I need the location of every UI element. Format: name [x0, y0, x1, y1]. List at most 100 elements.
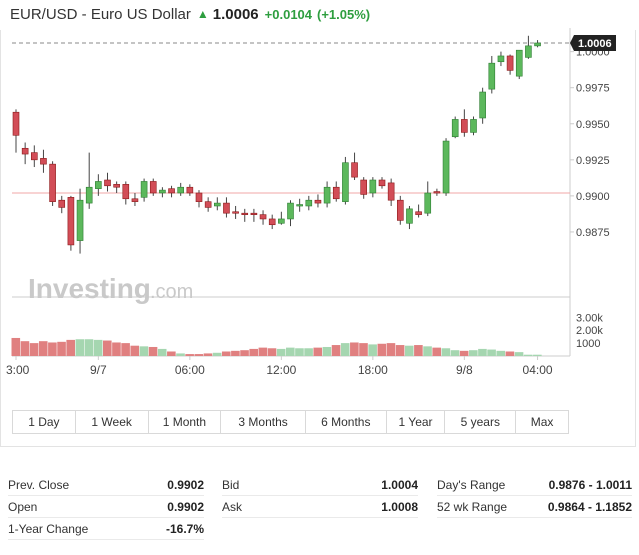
- candle: [95, 174, 102, 196]
- volume-bar: [395, 345, 405, 356]
- candle: [342, 156, 349, 205]
- candle-body: [360, 179, 368, 195]
- price-candles: [12, 35, 541, 254]
- time-tick-label: 12:00: [266, 363, 296, 377]
- candle: [177, 182, 184, 196]
- stat-label: 1-Year Change: [8, 521, 89, 536]
- stat-label: Ask: [222, 499, 243, 514]
- candle-body: [525, 45, 532, 58]
- stat-label: Bid: [222, 477, 240, 492]
- candlestick-chart[interactable]: Investing .com 1.00000.99750.99500.99250.…: [0, 0, 639, 400]
- candle: [305, 195, 313, 211]
- volume-bar: [441, 348, 451, 356]
- last-price-tag-layer: 1.0006: [570, 34, 616, 51]
- candle-body: [415, 211, 422, 215]
- candle-body: [369, 179, 377, 194]
- range-1-day-button[interactable]: 1 Day: [13, 411, 76, 433]
- candle-body: [470, 119, 477, 133]
- stats-col-2: Bid 1.0004 Ask 1.0008: [222, 474, 418, 518]
- candle: [406, 205, 413, 230]
- candle: [497, 51, 505, 67]
- candle-body: [67, 197, 75, 246]
- stat-52wk-range: 52 wk Range 0.9864 - 1.1852: [437, 496, 632, 518]
- candle-body: [296, 204, 303, 207]
- volume-bar: [93, 339, 103, 356]
- candle-body: [131, 198, 139, 202]
- candle: [332, 181, 340, 202]
- candle-body: [479, 91, 486, 119]
- candle: [433, 188, 441, 196]
- range-1-month-button[interactable]: 1 Month: [148, 411, 222, 433]
- stat-label: Open: [8, 499, 38, 514]
- price-tick-label: 0.9875: [576, 227, 610, 239]
- candle-body: [140, 181, 148, 198]
- watermark-suffix: .com: [150, 281, 193, 303]
- range-6-months-button[interactable]: 6 Months: [305, 411, 387, 433]
- candle-body: [424, 192, 432, 214]
- volume-bar: [167, 351, 176, 356]
- candle-body: [168, 188, 175, 194]
- volume-bar: [57, 341, 66, 356]
- candle-body: [85, 186, 93, 204]
- volume-bar: [20, 341, 30, 356]
- stat-ask: Ask 1.0008: [222, 496, 418, 518]
- volume-bar: [404, 345, 414, 356]
- stat-prev-close: Prev. Close 0.9902: [8, 474, 204, 496]
- candle: [149, 178, 157, 196]
- candle: [250, 208, 258, 222]
- volume-bars: [11, 337, 542, 356]
- grid-layer: [12, 28, 571, 357]
- candle: [396, 195, 404, 225]
- candle-body: [177, 186, 184, 194]
- range-3-months-button[interactable]: 3 Months: [221, 411, 306, 433]
- volume-bar: [331, 345, 341, 356]
- candle: [442, 138, 450, 196]
- volume-bar: [157, 348, 167, 356]
- stat-1-year-change: 1-Year Change -16.7%: [8, 518, 204, 540]
- volume-bar: [359, 343, 368, 356]
- volume-bar: [176, 353, 185, 356]
- stat-bid: Bid 1.0004: [222, 474, 418, 496]
- candle: [424, 181, 432, 217]
- range-max-button[interactable]: Max: [516, 411, 568, 433]
- stats-col-1: Prev. Close 0.9902 Open 0.9902 1-Year Chan…: [8, 474, 204, 540]
- volume-bar: [267, 348, 277, 356]
- candle-body: [113, 184, 120, 188]
- candle: [461, 109, 468, 137]
- volume-bar: [212, 352, 222, 356]
- candle: [479, 87, 486, 124]
- candle: [58, 195, 66, 214]
- time-tick-label: 18:00: [358, 363, 388, 377]
- volume-bar: [112, 342, 121, 356]
- up-arrow-icon: ▲: [196, 7, 209, 21]
- candle: [223, 197, 230, 218]
- range-1-week-button[interactable]: 1 Week: [75, 411, 149, 433]
- candle-body: [278, 218, 285, 224]
- candle-body: [488, 62, 496, 90]
- volume-bar: [240, 350, 249, 356]
- candle: [49, 161, 56, 206]
- candle: [415, 204, 422, 218]
- volume-tick-label: 2.00k: [576, 325, 603, 337]
- candle-body: [21, 147, 29, 155]
- candle-body: [287, 202, 294, 220]
- volume-bar: [459, 350, 469, 356]
- volume-tick-label: 1000: [576, 338, 600, 350]
- candle-body: [351, 162, 358, 178]
- axis-labels: 1.00000.99750.99500.99250.99000.98753.00…: [6, 47, 610, 377]
- candle-body: [534, 42, 541, 47]
- candle-body: [49, 163, 56, 202]
- price-tick-label: 0.9975: [576, 83, 610, 95]
- volume-bar: [295, 348, 304, 356]
- range-1-year-button[interactable]: 1 Year: [386, 411, 446, 433]
- volume-bar: [84, 339, 94, 356]
- reference-line-layer: [12, 42, 570, 194]
- candle: [140, 178, 148, 202]
- volume-bar: [249, 348, 258, 356]
- volume-bar: [496, 350, 506, 356]
- candle: [76, 188, 84, 254]
- range-5-years-button[interactable]: 5 years: [445, 411, 517, 433]
- volume-bar: [533, 354, 542, 356]
- candle: [296, 198, 303, 212]
- candle: [351, 152, 358, 181]
